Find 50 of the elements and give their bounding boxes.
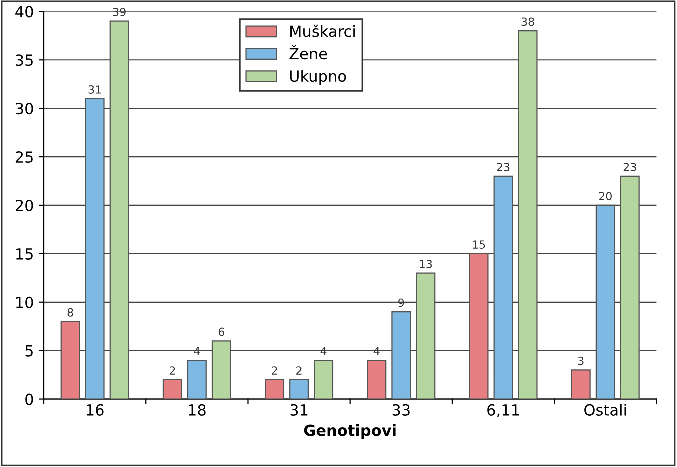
bar: [187, 360, 207, 400]
data-label: 38: [522, 18, 534, 26]
y-tick-label: 25: [16, 151, 33, 164]
bar: [416, 272, 436, 400]
data-label: 3: [578, 356, 584, 366]
x-tick-label: 33: [392, 404, 410, 416]
data-label: 20: [599, 192, 612, 201]
y-tick-label: 0: [26, 394, 34, 406]
x-tick-label: 6,11: [488, 404, 520, 418]
bar: [469, 253, 489, 400]
bar: [494, 176, 514, 400]
x-tick-label: 16: [87, 404, 104, 416]
data-label: 13: [420, 260, 432, 268]
data-label: 15: [473, 240, 486, 249]
y-tick-label: 10: [16, 296, 34, 308]
bar: [571, 370, 591, 400]
y-tick-label: 35: [16, 54, 33, 66]
data-label: 2: [296, 366, 302, 375]
bar: [60, 321, 80, 400]
data-label: 8: [68, 308, 74, 317]
bar: [314, 360, 334, 400]
bar: [85, 98, 105, 400]
x-axis-title: Genotipovi: [304, 424, 396, 440]
legend-label: Žene: [290, 45, 328, 60]
data-label: 31: [88, 86, 102, 94]
y-tick-label: 40: [16, 6, 34, 18]
data-label: 2: [272, 366, 278, 375]
data-label: 2: [170, 366, 176, 375]
x-tick-label: 18: [189, 404, 206, 416]
bar: [596, 204, 616, 400]
data-label: 23: [497, 163, 510, 172]
bar: [518, 30, 538, 400]
x-tick-label: 31: [290, 404, 308, 416]
bar: [110, 20, 130, 400]
bar: [212, 340, 232, 400]
legend-label: Ukupno: [290, 70, 346, 86]
x-tick-label: Ostali: [584, 404, 626, 416]
y-tick-label: 5: [26, 346, 33, 357]
y-tick-label: 30: [16, 103, 34, 115]
data-label: 23: [624, 163, 636, 172]
bar: [620, 176, 640, 400]
y-tick-label: 20: [16, 200, 34, 212]
bar: [162, 379, 182, 400]
bar: [265, 379, 285, 400]
data-label: 6: [218, 328, 225, 336]
bar: [290, 379, 310, 400]
bar: [367, 360, 387, 400]
y-tick-label: 15: [16, 248, 33, 260]
bar: [392, 312, 412, 400]
legend-label: Muškarci: [290, 24, 355, 38]
